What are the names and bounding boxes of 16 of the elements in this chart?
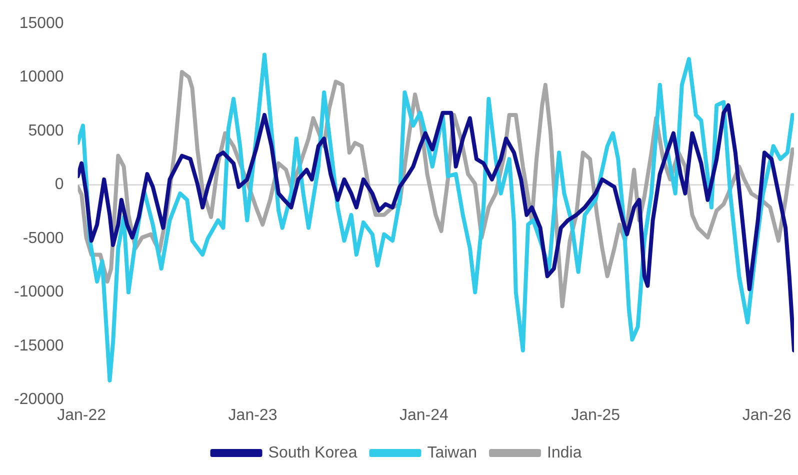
y-tick-label: -20000 <box>14 391 64 408</box>
x-tick-label: Jan-23 <box>228 406 278 424</box>
y-tick-label: -15000 <box>14 337 64 354</box>
x-tick-label: Jan-26 <box>742 406 792 424</box>
y-tick-label: 10000 <box>19 68 64 86</box>
y-tick-label: 5000 <box>28 122 64 140</box>
x-tick-label: Jan-24 <box>399 406 449 424</box>
y-tick-label: 15000 <box>19 15 64 32</box>
x-tick-label: Jan-25 <box>571 406 620 424</box>
y-tick-label: -5000 <box>22 230 64 247</box>
y-tick-label: -10000 <box>14 284 64 301</box>
legend-label: Taiwan <box>427 444 478 462</box>
x-tick-label: Jan-22 <box>57 406 106 424</box>
legend-label: South Korea <box>268 444 358 462</box>
y-tick-label: 0 <box>54 176 64 194</box>
legend-label: India <box>547 444 582 462</box>
